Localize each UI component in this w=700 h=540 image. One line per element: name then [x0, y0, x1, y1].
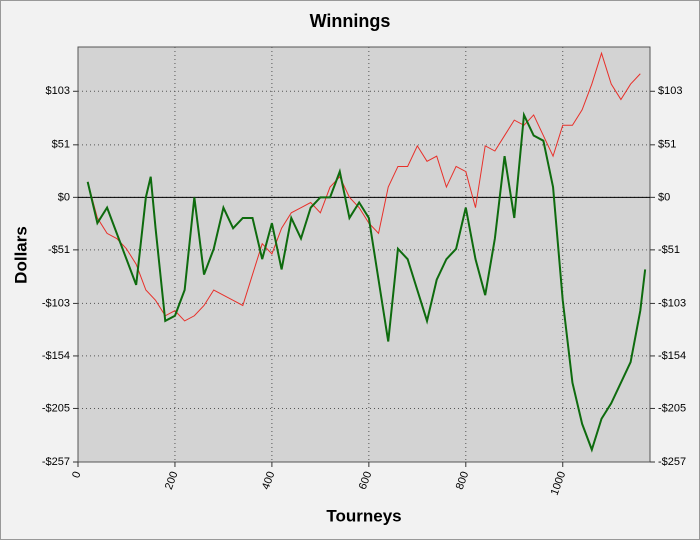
- y2-tick-label: $51: [658, 139, 676, 151]
- x-tick-label: 200: [163, 470, 181, 491]
- plot-area: [77, 46, 651, 463]
- x-axis-title: Tourneys: [326, 506, 401, 525]
- y2-tick-label: -$154: [658, 350, 686, 362]
- y-tick-label: -$51: [48, 244, 70, 256]
- y2-tick-label: $0: [658, 191, 670, 203]
- y-axis-title: Dollars: [11, 226, 30, 284]
- y-tick-label: -$257: [42, 456, 70, 468]
- y2-tick-label: $103: [658, 85, 682, 97]
- y2-tick-label: -$103: [658, 297, 686, 309]
- y-tick-label: -$103: [42, 297, 70, 309]
- x-tick-label: 400: [260, 470, 278, 491]
- series-line: [87, 51, 641, 322]
- x-tick-label: 0: [70, 470, 83, 480]
- y2-tick-label: -$205: [658, 402, 686, 414]
- y-tick-label: -$154: [42, 350, 70, 362]
- y2-tick-label: -$51: [658, 244, 680, 256]
- x-tick-label: 600: [357, 470, 375, 491]
- y-tick-label: -$205: [42, 402, 70, 414]
- y-tick-label: $103: [46, 85, 70, 97]
- x-tick-label: 800: [454, 470, 472, 491]
- series-line: [86, 111, 647, 453]
- y2-tick-label: -$257: [658, 456, 686, 468]
- y-tick-label: $0: [58, 191, 70, 203]
- chart-title: Winnings: [310, 11, 391, 31]
- y-tick-label: $51: [52, 139, 70, 151]
